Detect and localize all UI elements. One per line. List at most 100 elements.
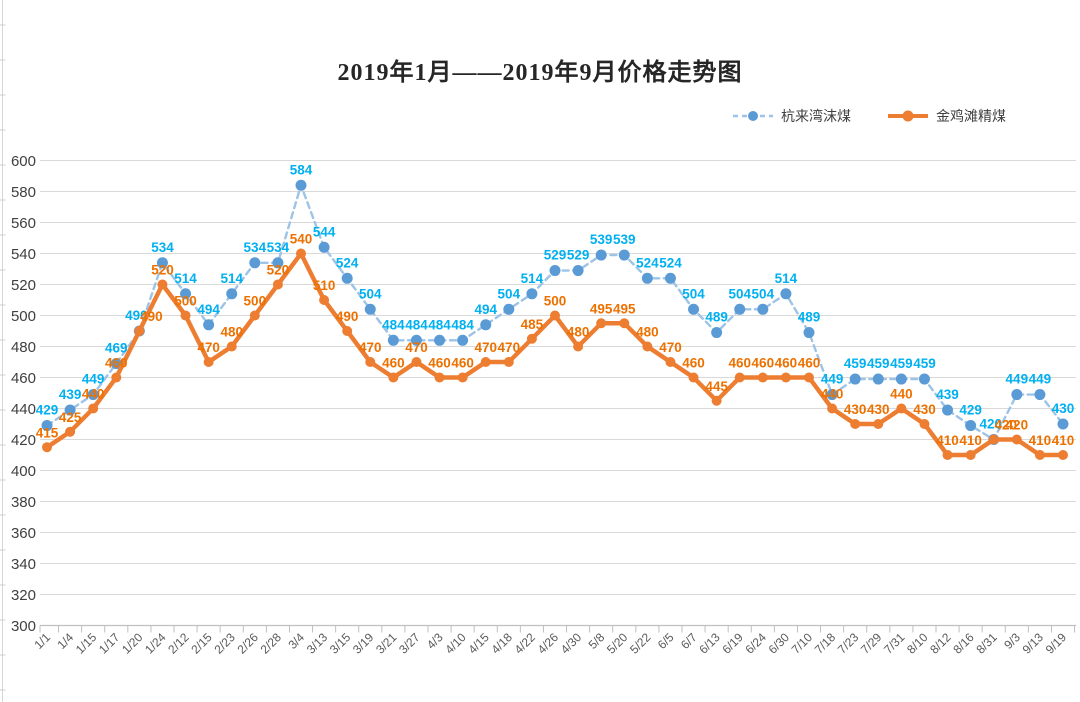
- data-label: 500: [544, 294, 567, 309]
- data-label: 520: [267, 263, 290, 278]
- data-label: 480: [567, 325, 590, 340]
- data-label: 460: [428, 356, 451, 371]
- data-point: [110, 358, 122, 370]
- data-label: 430: [913, 402, 936, 417]
- data-point: [341, 272, 353, 284]
- data-label: 524: [636, 255, 659, 270]
- data-point: [618, 249, 630, 261]
- data-point: [573, 341, 584, 352]
- data-label: 485: [521, 317, 544, 332]
- data-label: 449: [821, 372, 844, 387]
- data-point: [757, 303, 769, 315]
- data-label: 484: [451, 317, 474, 332]
- x-axis-label: 9/13: [1020, 630, 1047, 657]
- x-axis-label: 1/4: [55, 630, 77, 652]
- data-point: [1011, 434, 1022, 445]
- data-point: [596, 318, 607, 329]
- x-axis-label: 3/13: [304, 630, 331, 657]
- legend-item-jinjitan: 金鸡滩精煤: [887, 106, 1006, 126]
- data-label: 540: [290, 232, 313, 247]
- y-axis-label: 520: [11, 277, 36, 294]
- data-point: [364, 303, 376, 315]
- data-point: [434, 334, 446, 346]
- y-axis-label: 440: [11, 401, 36, 418]
- data-label: 425: [59, 410, 82, 425]
- data-label: 440: [890, 387, 913, 402]
- chart-legend: 杭来湾沫煤 金鸡滩精煤: [732, 106, 1006, 126]
- legend-item-hanglaiwan: 杭来湾沫煤: [732, 106, 851, 126]
- data-label: 430: [844, 402, 867, 417]
- y-axis-label: 340: [11, 556, 36, 573]
- data-point: [134, 326, 145, 336]
- data-label: 415: [36, 425, 59, 440]
- data-point: [549, 310, 560, 321]
- data-label: 504: [682, 286, 705, 301]
- data-label: 420: [994, 418, 1017, 433]
- y-axis-label: 560: [11, 215, 36, 232]
- data-point: [156, 257, 168, 269]
- data-label: 544: [313, 224, 336, 239]
- x-axis-label: 6/30: [766, 630, 793, 657]
- data-label: 480: [636, 325, 659, 340]
- data-point: [942, 404, 954, 416]
- data-point: [388, 372, 399, 383]
- data-point: [457, 372, 468, 383]
- x-axis-label: 5/20: [604, 630, 631, 657]
- x-axis-label: 9/3: [1001, 630, 1023, 652]
- data-label: 429: [36, 403, 59, 418]
- x-axis-label: 6/5: [655, 630, 677, 652]
- x-axis-label: 4/30: [558, 630, 585, 657]
- x-axis-label: 7/18: [812, 630, 839, 657]
- data-label: 460: [775, 356, 798, 371]
- data-label: 534: [151, 240, 174, 255]
- y-axis-label: 300: [11, 618, 36, 635]
- x-axis-label: 4/15: [465, 630, 492, 657]
- x-axis-label: 6/19: [719, 630, 746, 657]
- data-label: 539: [590, 232, 613, 247]
- data-point: [965, 420, 977, 432]
- data-point: [503, 303, 515, 315]
- data-label: 449: [1006, 372, 1029, 387]
- data-label: 510: [313, 278, 336, 293]
- data-label: 459: [844, 356, 867, 371]
- data-label: 470: [405, 340, 428, 355]
- data-point: [1011, 389, 1023, 401]
- data-point: [642, 341, 653, 352]
- data-point: [711, 327, 723, 339]
- data-label: 524: [336, 255, 359, 270]
- data-label: 459: [890, 356, 913, 371]
- x-axis-label: 2/28: [258, 630, 285, 657]
- data-point: [1057, 418, 1069, 430]
- data-label: 445: [705, 379, 728, 394]
- data-label: 440: [821, 387, 844, 402]
- x-axis-label: 7/23: [835, 630, 862, 657]
- data-point: [896, 403, 907, 414]
- data-point: [203, 319, 215, 331]
- data-point: [65, 426, 76, 437]
- x-axis-label: 1/24: [142, 630, 169, 657]
- data-point: [272, 279, 283, 290]
- data-point: [319, 295, 330, 305]
- x-axis-label: 7/31: [881, 630, 908, 657]
- data-point: [619, 318, 630, 329]
- y-axis-label: 600: [11, 153, 36, 170]
- data-point: [526, 288, 538, 300]
- data-point: [503, 357, 514, 367]
- data-label: 460: [798, 356, 821, 371]
- data-point: [734, 372, 745, 383]
- data-label: 459: [867, 356, 890, 371]
- x-axis-label: 4/26: [535, 630, 562, 657]
- data-point: [365, 357, 376, 367]
- data-point: [87, 389, 99, 401]
- data-point: [411, 357, 422, 367]
- legend-label-jinjitan: 金鸡滩精煤: [936, 108, 1006, 124]
- data-label: 514: [220, 271, 243, 286]
- data-label: 504: [359, 286, 382, 301]
- data-point: [988, 434, 999, 445]
- data-label: 490: [140, 309, 163, 324]
- y-axis-label: 380: [11, 494, 36, 511]
- data-label: 495: [590, 301, 613, 316]
- data-point: [641, 272, 653, 284]
